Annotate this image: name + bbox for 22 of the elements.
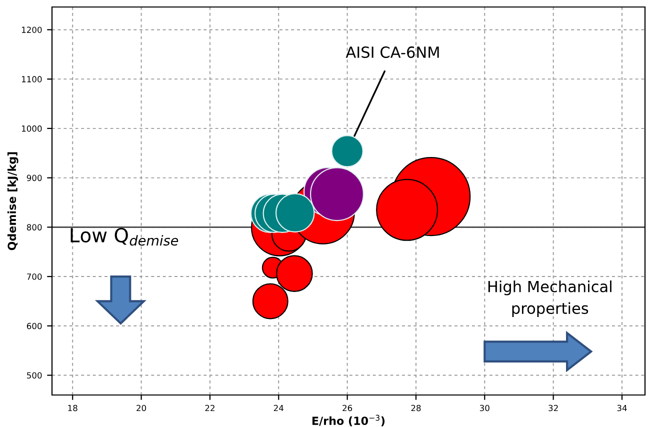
x-tick-label: 20 bbox=[136, 404, 146, 412]
x-tick-label: 18 bbox=[68, 404, 78, 412]
x-tick-label: 24 bbox=[274, 404, 284, 412]
y-tick-label: 1100 bbox=[22, 76, 42, 82]
y-tick-label: 700 bbox=[27, 274, 42, 280]
annotation: High Mechanical properties bbox=[488, 280, 612, 318]
x-tick-label: 28 bbox=[411, 404, 421, 412]
y-tick-label: 500 bbox=[27, 372, 42, 379]
y-tick-label: 1000 bbox=[22, 125, 42, 132]
x-tick-label: 22 bbox=[205, 404, 214, 412]
x-tick-label: 30 bbox=[480, 404, 490, 412]
annotation: Low Q$_{demise}$ bbox=[70, 228, 178, 246]
x-axis-title: E/rho (10$^{−3}$) bbox=[312, 414, 385, 426]
y-axis-title: Qdemise [kJ/kg] bbox=[7, 152, 18, 250]
y-tick-label: 1200 bbox=[22, 26, 42, 33]
annotation: AISI CA-6NM bbox=[346, 46, 439, 58]
x-tick-label: 32 bbox=[548, 404, 558, 412]
x-tick-label: 26 bbox=[342, 404, 352, 412]
y-tick-label: 900 bbox=[26, 174, 42, 182]
x-tick-label: 34 bbox=[617, 404, 627, 412]
y-tick-label: 600 bbox=[26, 322, 42, 330]
y-tick-label: 800 bbox=[26, 224, 42, 230]
